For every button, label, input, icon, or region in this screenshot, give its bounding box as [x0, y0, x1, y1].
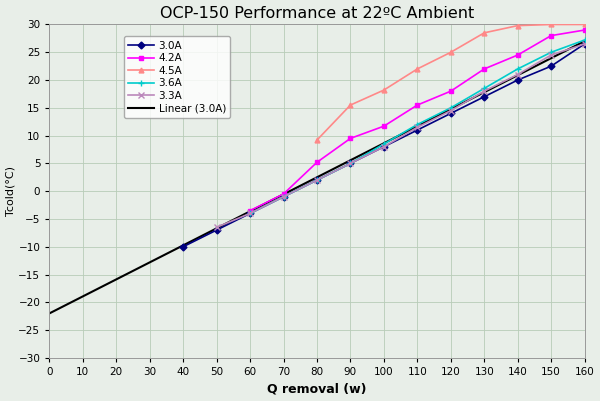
- 3.3A: [380, 144, 388, 149]
- 3.3A: [347, 161, 354, 166]
- Line: 3.0A: 3.0A: [181, 42, 587, 249]
- 4.2A: [247, 208, 254, 213]
- 3.6A: [313, 178, 320, 182]
- 3.3A: [313, 178, 320, 182]
- 4.5A: [514, 23, 521, 28]
- 4.2A: [447, 89, 454, 93]
- 3.0A: [213, 228, 220, 233]
- Line: 3.3A: 3.3A: [214, 41, 587, 230]
- 3.3A: [447, 108, 454, 113]
- 4.2A: [481, 67, 488, 71]
- 3.3A: [581, 42, 588, 47]
- 3.0A: [481, 94, 488, 99]
- Line: 4.5A: 4.5A: [314, 22, 587, 142]
- Line: 3.6A: 3.6A: [247, 36, 588, 217]
- 3.6A: [247, 211, 254, 216]
- 3.0A: [280, 194, 287, 199]
- Title: OCP-150 Performance at 22ºC Ambient: OCP-150 Performance at 22ºC Ambient: [160, 6, 474, 20]
- 4.5A: [414, 67, 421, 71]
- 3.6A: [447, 105, 454, 110]
- 3.3A: [247, 211, 254, 216]
- 3.6A: [347, 161, 354, 166]
- 3.6A: [514, 67, 521, 71]
- 4.5A: [581, 22, 588, 27]
- 3.3A: [514, 72, 521, 77]
- Line: 4.2A: 4.2A: [248, 28, 587, 213]
- 4.5A: [548, 22, 555, 27]
- 4.2A: [280, 192, 287, 196]
- 3.6A: [414, 122, 421, 127]
- 3.3A: [414, 125, 421, 130]
- 3.6A: [280, 194, 287, 199]
- 3.3A: [481, 89, 488, 93]
- 3.0A: [514, 78, 521, 83]
- 3.3A: [213, 225, 220, 230]
- 4.2A: [347, 136, 354, 141]
- 4.5A: [481, 30, 488, 35]
- 3.3A: [548, 53, 555, 57]
- 3.0A: [581, 42, 588, 47]
- Y-axis label: Tcold(°C): Tcold(°C): [5, 166, 16, 216]
- 3.0A: [347, 161, 354, 166]
- 3.6A: [548, 50, 555, 55]
- 3.3A: [280, 194, 287, 199]
- 4.2A: [313, 160, 320, 165]
- 3.0A: [313, 178, 320, 182]
- 4.2A: [514, 53, 521, 57]
- 3.0A: [179, 244, 187, 249]
- 3.0A: [380, 144, 388, 149]
- 4.5A: [347, 103, 354, 107]
- 3.6A: [481, 86, 488, 91]
- Legend: 3.0A, 4.2A, 4.5A, 3.6A, 3.3A, Linear (3.0A): 3.0A, 4.2A, 4.5A, 3.6A, 3.3A, Linear (3.…: [124, 36, 230, 118]
- X-axis label: Q removal (w): Q removal (w): [267, 383, 367, 395]
- 3.0A: [548, 64, 555, 69]
- 4.5A: [447, 50, 454, 55]
- 4.5A: [380, 88, 388, 93]
- 3.0A: [414, 128, 421, 132]
- 3.0A: [247, 211, 254, 216]
- 4.2A: [414, 103, 421, 107]
- 3.0A: [447, 111, 454, 116]
- 4.2A: [380, 124, 388, 129]
- 4.2A: [548, 33, 555, 38]
- 3.6A: [581, 38, 588, 43]
- 4.2A: [581, 28, 588, 32]
- 4.5A: [313, 138, 320, 142]
- 3.6A: [380, 142, 388, 146]
